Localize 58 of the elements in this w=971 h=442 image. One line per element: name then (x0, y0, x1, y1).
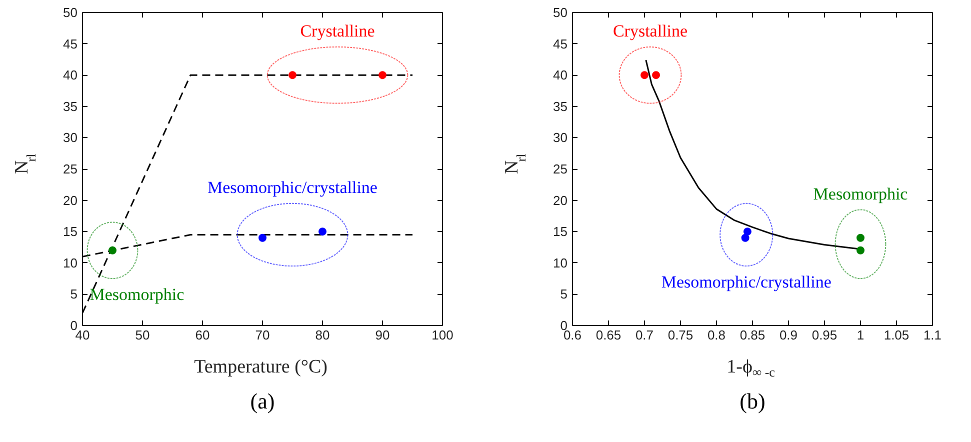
point (378, 71, 386, 80)
point (856, 246, 864, 254)
y-tick-label: 15 (63, 224, 78, 240)
x-tick-label: 50 (135, 328, 150, 342)
x-tick-label: 60 (195, 328, 210, 342)
y-tick-label: 15 (553, 224, 568, 240)
text: (b) (740, 388, 766, 414)
point (856, 234, 864, 242)
y-tick-label: 40 (63, 68, 78, 83)
x-tick-label: 90 (375, 328, 390, 342)
x-tick-label: 100 (432, 328, 454, 342)
point (258, 234, 266, 242)
x-tick-label: 1.05 (884, 328, 910, 342)
y-tick-label: 20 (553, 192, 568, 208)
y-tick-label: 50 (63, 5, 78, 20)
x-tick-label: 0.7 (635, 328, 654, 342)
x-tick-label: 0.95 (812, 328, 838, 342)
y-tick-label: 30 (553, 130, 568, 146)
text: Mesomorphic/crystalline (208, 178, 378, 198)
x-tick-label: 80 (315, 328, 330, 342)
x-tick-label: 70 (255, 328, 270, 342)
y-tick-label: 10 (63, 255, 78, 270)
y-tick-label: 5 (560, 286, 568, 302)
y-tick-label: 35 (553, 98, 568, 114)
y-tick-label: 35 (63, 98, 78, 114)
y-tick-label: 20 (63, 192, 78, 208)
y-tick-label: 10 (553, 255, 568, 270)
x-tick-label: 1 (856, 328, 864, 342)
text: Mesomorphic (90, 284, 185, 304)
y-tick-label: 25 (63, 162, 78, 176)
point (652, 71, 660, 80)
y-tick-label: 0 (70, 318, 78, 333)
x-tick-label: 0.8 (707, 328, 726, 342)
text: Mesomorphic (813, 184, 908, 204)
y-tick-label: 45 (63, 36, 78, 52)
y-tick-label: 30 (63, 130, 78, 146)
y-tick-label: 40 (553, 68, 568, 83)
point (640, 71, 648, 80)
point (743, 228, 752, 236)
x-tick-label: 0.85 (740, 328, 766, 342)
y-tick-label: 45 (553, 36, 568, 52)
x-axis-title: Temperature (°C) (194, 356, 328, 378)
point (288, 71, 296, 80)
y-tick-label: 25 (553, 162, 568, 176)
y-axis-title: Nrl (502, 153, 528, 174)
x-tick-label: 0.65 (596, 328, 622, 342)
text: Mesomorphic/crystalline (661, 272, 832, 292)
x-tick-label: 0.75 (668, 328, 694, 342)
text: Crystalline (612, 22, 688, 41)
x-tick-label: 0.9 (779, 328, 798, 342)
y-axis-title: Nrl (12, 153, 38, 174)
point (318, 228, 326, 236)
x-tick-label: 1.1 (923, 328, 942, 342)
series-label: Crystalline (300, 22, 375, 41)
y-tick-label: 5 (70, 286, 78, 302)
text: (a) (250, 388, 275, 414)
point (741, 234, 750, 242)
y-tick-label: 50 (553, 5, 568, 20)
